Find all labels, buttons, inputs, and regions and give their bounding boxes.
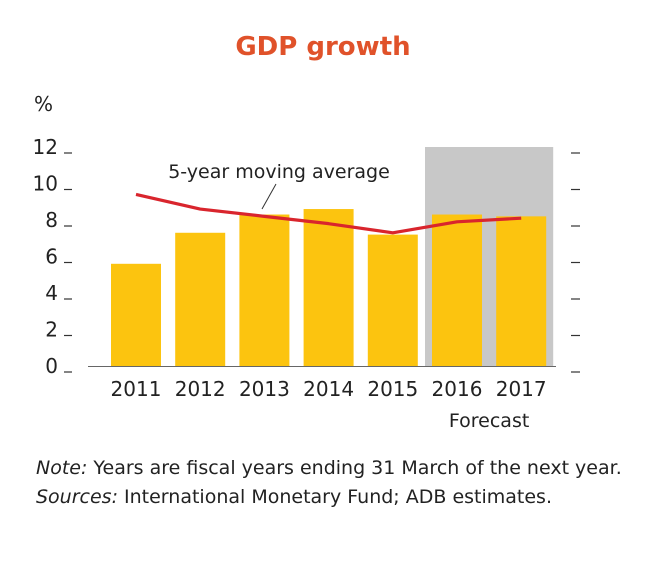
y-tick-label-4: 4 (45, 281, 58, 305)
y-tick-label-2: 2 (45, 318, 58, 342)
bar-2014 (303, 209, 354, 366)
bar-2017 (496, 216, 547, 366)
chart-title: GDP growth (235, 32, 411, 62)
x-tick-label-2013: 2013 (239, 377, 290, 401)
source-notes: Note: Years are fiscal years ending 31 M… (36, 454, 622, 512)
x-tick-label-2011: 2011 (111, 377, 162, 401)
y-tick-label-10: 10 (33, 172, 58, 196)
y-tick-label-8: 8 (45, 208, 58, 232)
bar-2015 (367, 234, 418, 366)
annotation-leader-line (261, 183, 277, 210)
y-axis-right (571, 152, 580, 373)
bars-layer (111, 209, 547, 366)
moving-average-annotation: 5-year moving average (168, 161, 390, 183)
y-tick-label-12: 12 (33, 135, 58, 159)
x-axis: 2011 2012 2013 2014 2015 2016 2017 Forecast (88, 366, 556, 432)
annotation-layer: 5-year moving average (168, 161, 390, 210)
x-tick-label-2016: 2016 (432, 377, 483, 401)
sources-line: Sources: International Monetary Fund; AD… (36, 483, 622, 512)
bar-2012 (175, 232, 226, 366)
y-tick-label-0: 0 (45, 354, 58, 378)
y-axis-left: 0 2 4 6 8 10 12 (33, 135, 72, 378)
x-tick-label-2017: 2017 (496, 377, 547, 401)
x-tick-label-2015: 2015 (367, 377, 418, 401)
note-line: Note: Years are fiscal years ending 31 M… (36, 454, 622, 483)
note-lead: Note: (36, 457, 88, 479)
moving-average-layer (135, 192, 522, 235)
bar-2011 (111, 263, 161, 366)
sources-lead: Sources: (36, 486, 118, 508)
y-tick-label-6: 6 (45, 245, 58, 269)
forecast-label: Forecast (449, 410, 529, 432)
bar-2016 (432, 214, 482, 366)
note-text: Years are fiscal years ending 31 March o… (87, 457, 622, 479)
x-tick-label-2012: 2012 (175, 377, 226, 401)
x-tick-label-2014: 2014 (303, 377, 354, 401)
bar-2013 (239, 214, 290, 366)
y-axis-unit: % (34, 92, 54, 116)
sources-text: International Monetary Fund; ADB estimat… (117, 486, 552, 508)
